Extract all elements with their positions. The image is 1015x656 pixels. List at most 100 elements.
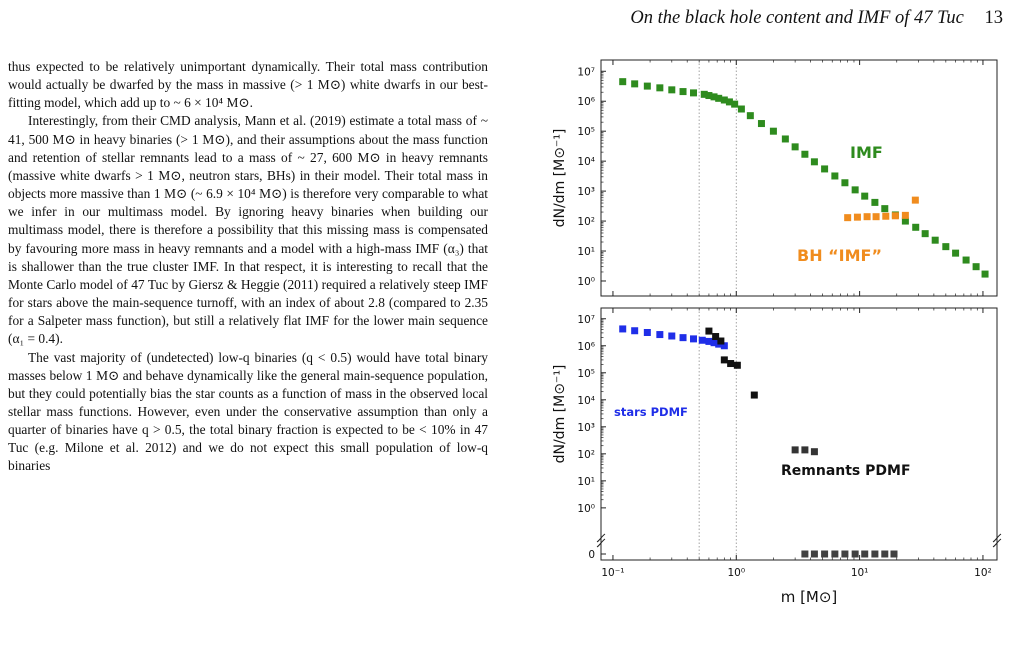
data-point	[717, 337, 725, 345]
x-tick-label: 10¹	[851, 567, 869, 579]
data-point	[631, 327, 639, 335]
axis-break-mark	[596, 533, 606, 543]
data-point	[705, 337, 713, 345]
data-point	[821, 165, 829, 173]
y-axis-label: dN/dm [M⊙⁻¹]	[552, 365, 568, 464]
data-point	[931, 236, 939, 244]
data-point	[851, 550, 859, 558]
data-point	[871, 550, 879, 558]
data-point	[801, 550, 809, 558]
data-point	[831, 172, 839, 180]
y-tick-label: 10⁵	[577, 368, 595, 380]
data-point	[727, 360, 735, 368]
data-point	[861, 550, 869, 558]
zero-label: 0	[588, 549, 595, 561]
axes-frame	[600, 59, 998, 297]
y-tick-label: 10¹	[577, 246, 595, 258]
data-point	[715, 94, 723, 102]
data-point	[668, 86, 676, 94]
data-point	[746, 112, 754, 120]
data-point	[890, 550, 898, 558]
data-point	[690, 335, 698, 343]
data-point	[972, 263, 980, 271]
y-tick-label: 10⁶	[577, 341, 595, 353]
paragraph: thus expected to be relatively unimporta…	[8, 59, 488, 111]
x-tick-label: 10⁰	[727, 567, 745, 579]
data-point	[656, 331, 664, 339]
data-point	[700, 90, 708, 98]
data-point	[891, 212, 899, 220]
page-header: On the black hole content and IMF of 47 …	[630, 8, 1003, 29]
data-point	[901, 217, 909, 225]
data-point	[668, 332, 676, 340]
y-tick-label: 10³	[577, 186, 595, 198]
stars-pdmf-annotation: stars PDMF	[614, 405, 688, 419]
data-point	[725, 98, 733, 106]
y-tick-label: 10²	[577, 449, 595, 461]
data-point	[942, 243, 950, 251]
data-point	[801, 446, 809, 454]
data-point	[901, 211, 909, 219]
imf-panel: 10⁰ 10¹ 10² 10³ 10⁴ 10⁵ 10⁶ 10⁷ dN/dm [M⊙⁻¹] IMF B…	[552, 59, 998, 297]
x-tick-label: 10²	[974, 567, 992, 579]
data-point	[841, 179, 849, 187]
data-point	[841, 550, 849, 558]
y-tick-label: 10⁴	[577, 395, 595, 407]
data-point	[881, 550, 889, 558]
pdmf-panel: 10⁰ 10¹ 10² 10³ 10⁴ 10⁵ 10⁶ 10⁷ 10⁻¹ 10⁰ 10¹ 10² 0 dN…	[552, 307, 1002, 606]
data-point	[791, 446, 799, 454]
axes-frame	[600, 307, 998, 561]
data-point	[881, 205, 889, 213]
y-tick-label: 10²	[577, 216, 595, 228]
data-point	[731, 100, 739, 108]
imf-annotation: IMF	[850, 143, 883, 162]
data-point	[872, 213, 880, 221]
y-tick-label: 10⁷	[577, 314, 595, 326]
data-point	[643, 328, 651, 336]
y-tick-label: 10¹	[577, 476, 595, 488]
running-title: On the black hole content and IMF of 47 …	[630, 8, 964, 28]
paragraph: Interestingly, from their CMD analysis, …	[8, 113, 488, 347]
body-text: thus expected to be relatively unimporta…	[8, 58, 488, 476]
page-number: 13	[984, 8, 1004, 28]
data-point	[801, 150, 809, 158]
data-point	[861, 192, 869, 200]
data-point	[911, 196, 919, 204]
data-point	[705, 327, 713, 335]
data-point	[981, 270, 989, 278]
data-point	[912, 223, 920, 231]
data-point	[690, 89, 698, 97]
data-point	[882, 212, 890, 220]
data-point	[921, 230, 929, 238]
figure: 10⁰ 10¹ 10² 10³ 10⁴ 10⁵ 10⁶ 10⁷ dN/dm [M⊙⁻¹] IMF B…	[545, 50, 1015, 650]
data-point	[831, 550, 839, 558]
data-point	[844, 214, 852, 222]
data-point	[737, 105, 745, 113]
data-point	[679, 88, 687, 96]
y-tick-label: 10⁴	[577, 156, 595, 168]
data-point	[631, 80, 639, 88]
data-point	[781, 135, 789, 143]
remnants-pdmf-annotation: Remnants PDMF	[781, 463, 911, 479]
data-point	[952, 249, 960, 257]
data-point	[720, 356, 728, 364]
data-point	[698, 336, 706, 344]
data-point	[821, 550, 829, 558]
data-point	[962, 256, 970, 264]
data-point	[720, 342, 728, 350]
data-point	[712, 333, 720, 341]
data-point	[863, 213, 871, 221]
data-point	[619, 78, 627, 86]
data-point	[705, 92, 713, 100]
axis-break-mark	[596, 538, 606, 548]
y-tick-label: 10⁶	[577, 96, 595, 108]
y-tick-label: 10⁰	[577, 276, 595, 288]
data-point	[871, 198, 879, 206]
y-tick-label: 10⁰	[577, 503, 595, 515]
data-point	[853, 213, 861, 221]
data-point	[679, 334, 687, 342]
data-point	[810, 550, 818, 558]
y-tick-label: 10³	[577, 422, 595, 434]
x-tick-label: 10⁻¹	[601, 567, 624, 579]
data-point	[750, 391, 758, 399]
